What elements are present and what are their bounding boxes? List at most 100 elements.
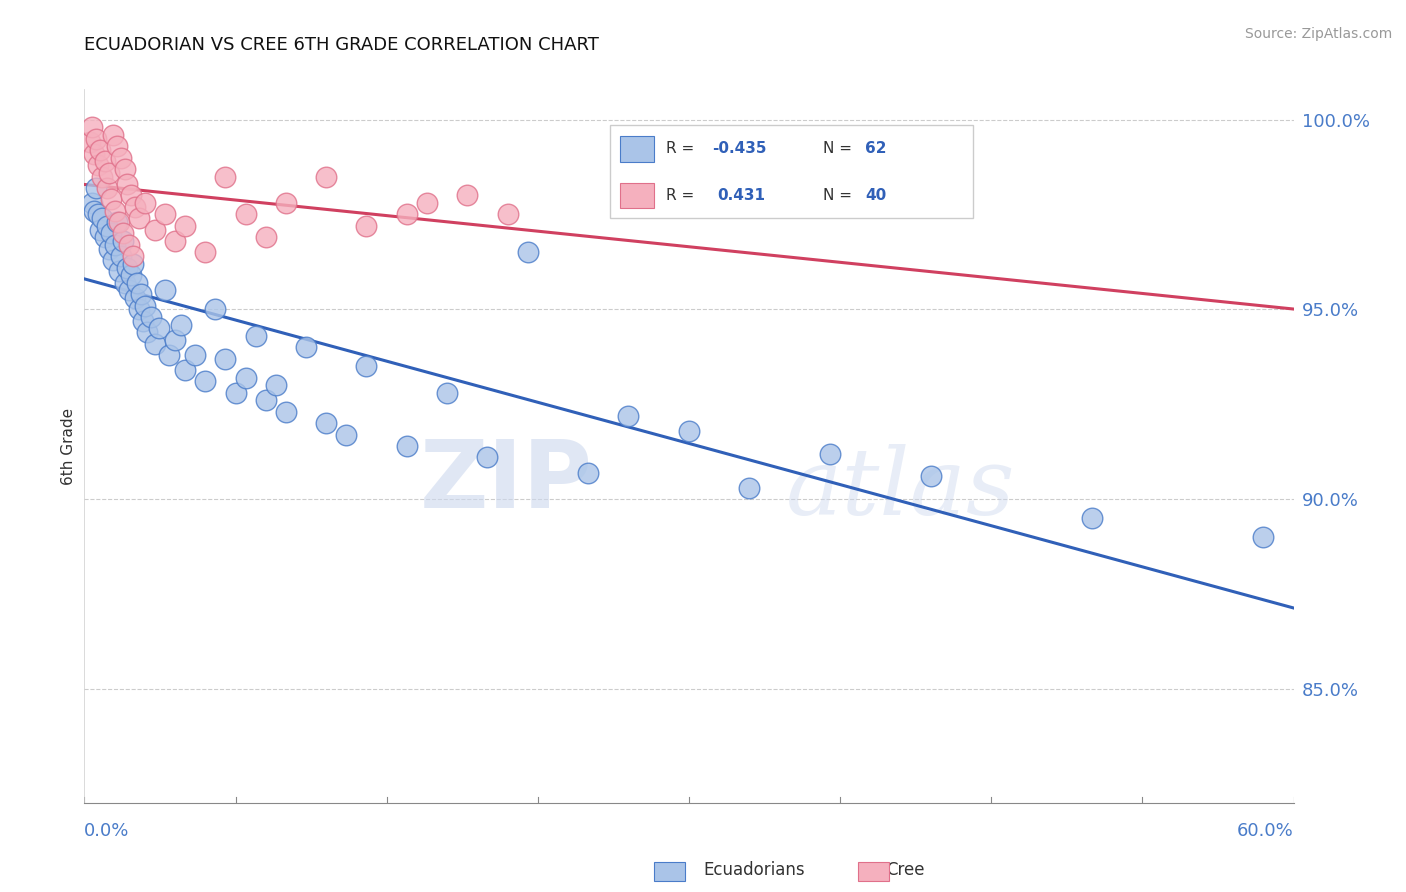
Point <box>107 264 129 278</box>
Point <box>100 227 122 241</box>
Point <box>153 207 176 221</box>
Point <box>101 128 124 142</box>
Point <box>120 268 142 283</box>
Point <box>86 131 108 145</box>
Point <box>225 385 247 400</box>
Point <box>86 181 108 195</box>
Point <box>132 314 155 328</box>
Point <box>356 219 378 233</box>
Point <box>101 252 124 267</box>
Y-axis label: 6th Grade: 6th Grade <box>60 408 76 484</box>
Point <box>235 370 257 384</box>
Point <box>920 469 942 483</box>
Point <box>356 359 378 374</box>
Point <box>235 207 257 221</box>
Point <box>274 405 297 419</box>
Text: R =: R = <box>666 188 699 202</box>
Point <box>96 219 118 233</box>
Point <box>295 340 318 354</box>
Point <box>83 203 105 218</box>
Text: atlas: atlas <box>786 444 1015 533</box>
Point <box>165 234 187 248</box>
Point <box>477 450 499 465</box>
Point <box>153 284 176 298</box>
Point <box>134 299 156 313</box>
Text: Ecuadorians: Ecuadorians <box>703 861 804 879</box>
Point <box>83 146 105 161</box>
Point <box>97 242 120 256</box>
Point <box>395 439 418 453</box>
Text: Source: ZipAtlas.com: Source: ZipAtlas.com <box>1244 27 1392 41</box>
Point <box>114 276 136 290</box>
Point <box>91 211 114 226</box>
Text: ZIP: ZIP <box>419 435 592 528</box>
Point <box>818 447 841 461</box>
Text: ECUADORIAN VS CREE 6TH GRADE CORRELATION CHART: ECUADORIAN VS CREE 6TH GRADE CORRELATION… <box>84 36 599 54</box>
Point <box>118 237 141 252</box>
Point <box>170 318 193 332</box>
Point <box>335 427 357 442</box>
Point <box>315 416 337 430</box>
Bar <box>620 136 654 162</box>
Point <box>124 200 146 214</box>
Point <box>110 249 132 263</box>
Point <box>87 158 110 172</box>
Text: 62: 62 <box>866 142 887 156</box>
Text: R =: R = <box>666 142 699 156</box>
Point <box>115 177 138 191</box>
Point <box>436 385 458 400</box>
Point <box>115 260 138 275</box>
Bar <box>610 125 973 218</box>
Text: 40: 40 <box>866 188 887 202</box>
Point <box>204 302 226 317</box>
Point <box>214 351 236 366</box>
Point <box>456 188 478 202</box>
Point <box>1251 530 1274 544</box>
Point <box>129 287 152 301</box>
Point <box>254 393 277 408</box>
Point <box>87 207 110 221</box>
Point <box>516 245 538 260</box>
Text: -0.435: -0.435 <box>711 142 766 156</box>
Point <box>165 333 187 347</box>
Point <box>274 196 297 211</box>
Point <box>134 196 156 211</box>
Point <box>264 378 287 392</box>
Point <box>96 181 118 195</box>
Point <box>214 169 236 184</box>
Point <box>118 284 141 298</box>
Point <box>104 237 127 252</box>
Point <box>174 219 197 233</box>
Point <box>82 120 104 135</box>
Point <box>120 188 142 202</box>
Text: N =: N = <box>823 188 858 202</box>
Point <box>114 161 136 176</box>
Point <box>174 363 197 377</box>
Point <box>143 336 166 351</box>
Point <box>93 154 115 169</box>
Point <box>125 276 148 290</box>
Point <box>128 211 150 226</box>
Point <box>82 196 104 211</box>
Point <box>254 230 277 244</box>
Point <box>315 169 337 184</box>
Point <box>194 245 217 260</box>
Point <box>1081 511 1104 525</box>
Bar <box>620 183 654 209</box>
Text: 60.0%: 60.0% <box>1237 822 1294 839</box>
Point <box>143 222 166 236</box>
Point <box>139 310 162 324</box>
Point <box>245 329 267 343</box>
Point <box>617 409 640 423</box>
Point <box>157 348 180 362</box>
Point <box>135 325 157 339</box>
Point <box>148 321 170 335</box>
Point <box>395 207 418 221</box>
Point <box>105 215 128 229</box>
Point <box>110 151 132 165</box>
Point <box>100 192 122 206</box>
Point <box>738 481 761 495</box>
Point <box>111 227 134 241</box>
Point <box>121 257 143 271</box>
Text: Cree: Cree <box>886 861 924 879</box>
